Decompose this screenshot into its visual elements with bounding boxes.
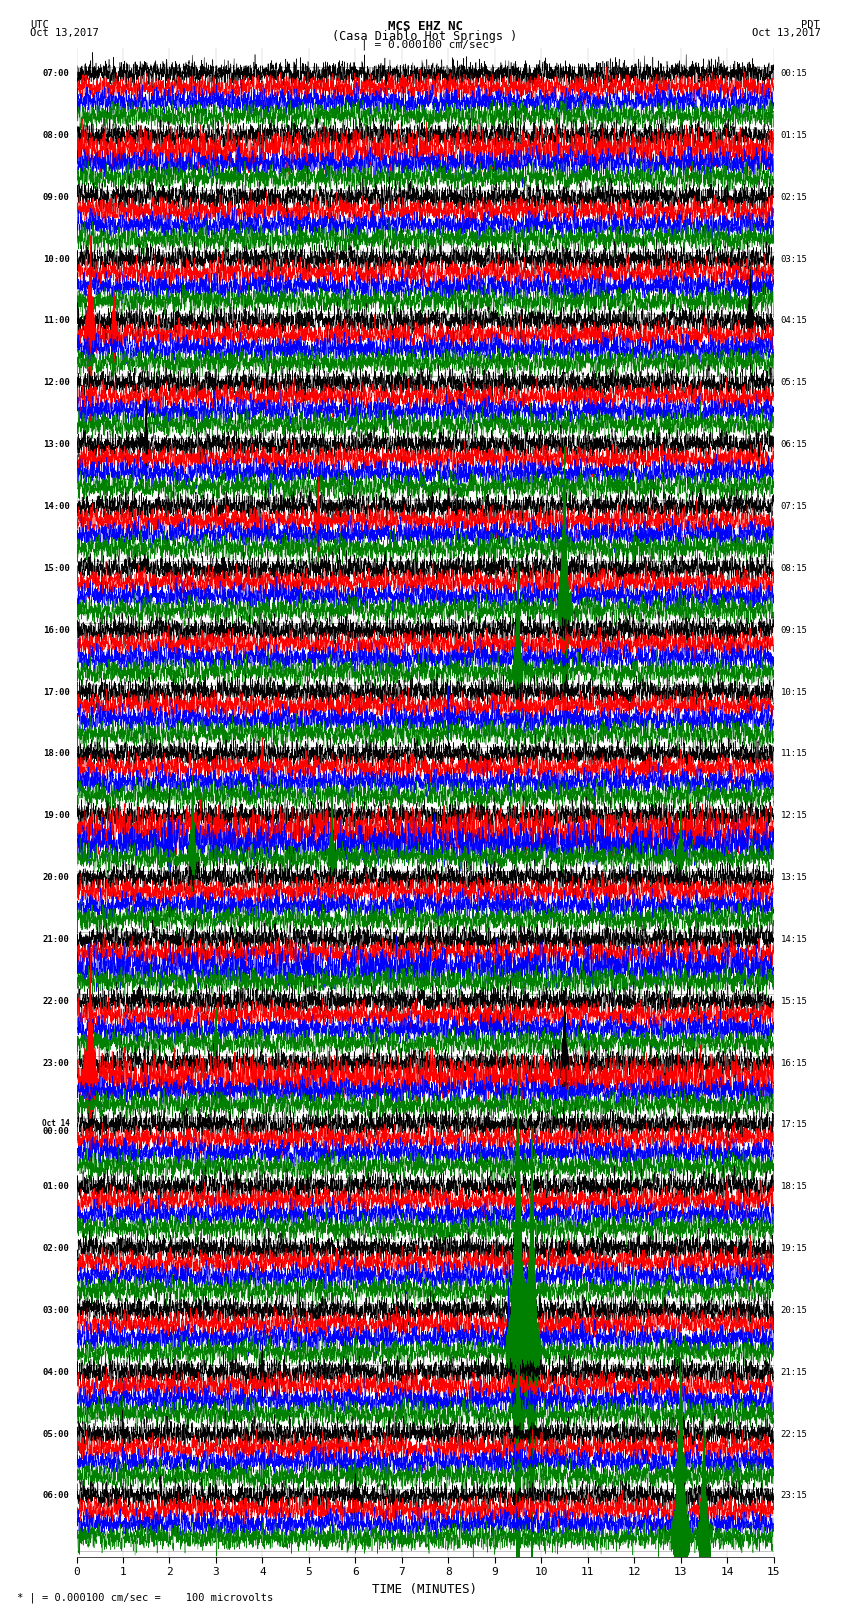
Text: 08:15: 08:15: [780, 565, 808, 573]
Text: 10:15: 10:15: [780, 687, 808, 697]
Text: Oct 13,2017: Oct 13,2017: [30, 29, 99, 39]
Text: 22:00: 22:00: [42, 997, 70, 1007]
Text: 01:00: 01:00: [42, 1182, 70, 1192]
Text: 13:15: 13:15: [780, 873, 808, 882]
X-axis label: TIME (MINUTES): TIME (MINUTES): [372, 1582, 478, 1595]
Text: 06:15: 06:15: [780, 440, 808, 448]
Text: 05:00: 05:00: [42, 1429, 70, 1439]
Text: 19:15: 19:15: [780, 1244, 808, 1253]
Text: 02:15: 02:15: [780, 194, 808, 202]
Text: 08:00: 08:00: [42, 131, 70, 140]
Text: 17:00: 17:00: [42, 687, 70, 697]
Text: | = 0.000100 cm/sec: | = 0.000100 cm/sec: [361, 39, 489, 50]
Text: 14:15: 14:15: [780, 936, 808, 944]
Text: 07:00: 07:00: [42, 69, 70, 77]
Text: 00:00: 00:00: [42, 1127, 70, 1137]
Text: 17:15: 17:15: [780, 1121, 808, 1129]
Text: 06:00: 06:00: [42, 1492, 70, 1500]
Text: 10:00: 10:00: [42, 255, 70, 263]
Text: 04:00: 04:00: [42, 1368, 70, 1378]
Text: 15:00: 15:00: [42, 565, 70, 573]
Text: MCS EHZ NC: MCS EHZ NC: [388, 19, 462, 34]
Text: 09:15: 09:15: [780, 626, 808, 634]
Text: 23:15: 23:15: [780, 1492, 808, 1500]
Text: 16:15: 16:15: [780, 1058, 808, 1068]
Text: PDT: PDT: [802, 19, 820, 31]
Text: 18:00: 18:00: [42, 750, 70, 758]
Text: 02:00: 02:00: [42, 1244, 70, 1253]
Text: 09:00: 09:00: [42, 194, 70, 202]
Text: 15:15: 15:15: [780, 997, 808, 1007]
Text: 20:15: 20:15: [780, 1307, 808, 1315]
Text: Oct 13,2017: Oct 13,2017: [751, 29, 820, 39]
Text: 23:00: 23:00: [42, 1058, 70, 1068]
Text: 04:15: 04:15: [780, 316, 808, 326]
Text: 12:00: 12:00: [42, 379, 70, 387]
Text: 21:15: 21:15: [780, 1368, 808, 1378]
Text: Oct 14: Oct 14: [42, 1119, 70, 1127]
Text: 16:00: 16:00: [42, 626, 70, 634]
Text: UTC: UTC: [30, 19, 48, 31]
Text: 12:15: 12:15: [780, 811, 808, 821]
Text: 01:15: 01:15: [780, 131, 808, 140]
Text: 11:00: 11:00: [42, 316, 70, 326]
Text: 03:15: 03:15: [780, 255, 808, 263]
Text: 22:15: 22:15: [780, 1429, 808, 1439]
Text: 00:15: 00:15: [780, 69, 808, 77]
Text: 21:00: 21:00: [42, 936, 70, 944]
Text: 13:00: 13:00: [42, 440, 70, 448]
Text: 20:00: 20:00: [42, 873, 70, 882]
Text: 11:15: 11:15: [780, 750, 808, 758]
Text: (Casa Diablo Hot Springs ): (Casa Diablo Hot Springs ): [332, 31, 518, 44]
Text: 03:00: 03:00: [42, 1307, 70, 1315]
Text: * | = 0.000100 cm/sec =    100 microvolts: * | = 0.000100 cm/sec = 100 microvolts: [17, 1592, 273, 1603]
Text: 18:15: 18:15: [780, 1182, 808, 1192]
Text: 05:15: 05:15: [780, 379, 808, 387]
Text: 14:00: 14:00: [42, 502, 70, 511]
Text: 07:15: 07:15: [780, 502, 808, 511]
Text: 19:00: 19:00: [42, 811, 70, 821]
